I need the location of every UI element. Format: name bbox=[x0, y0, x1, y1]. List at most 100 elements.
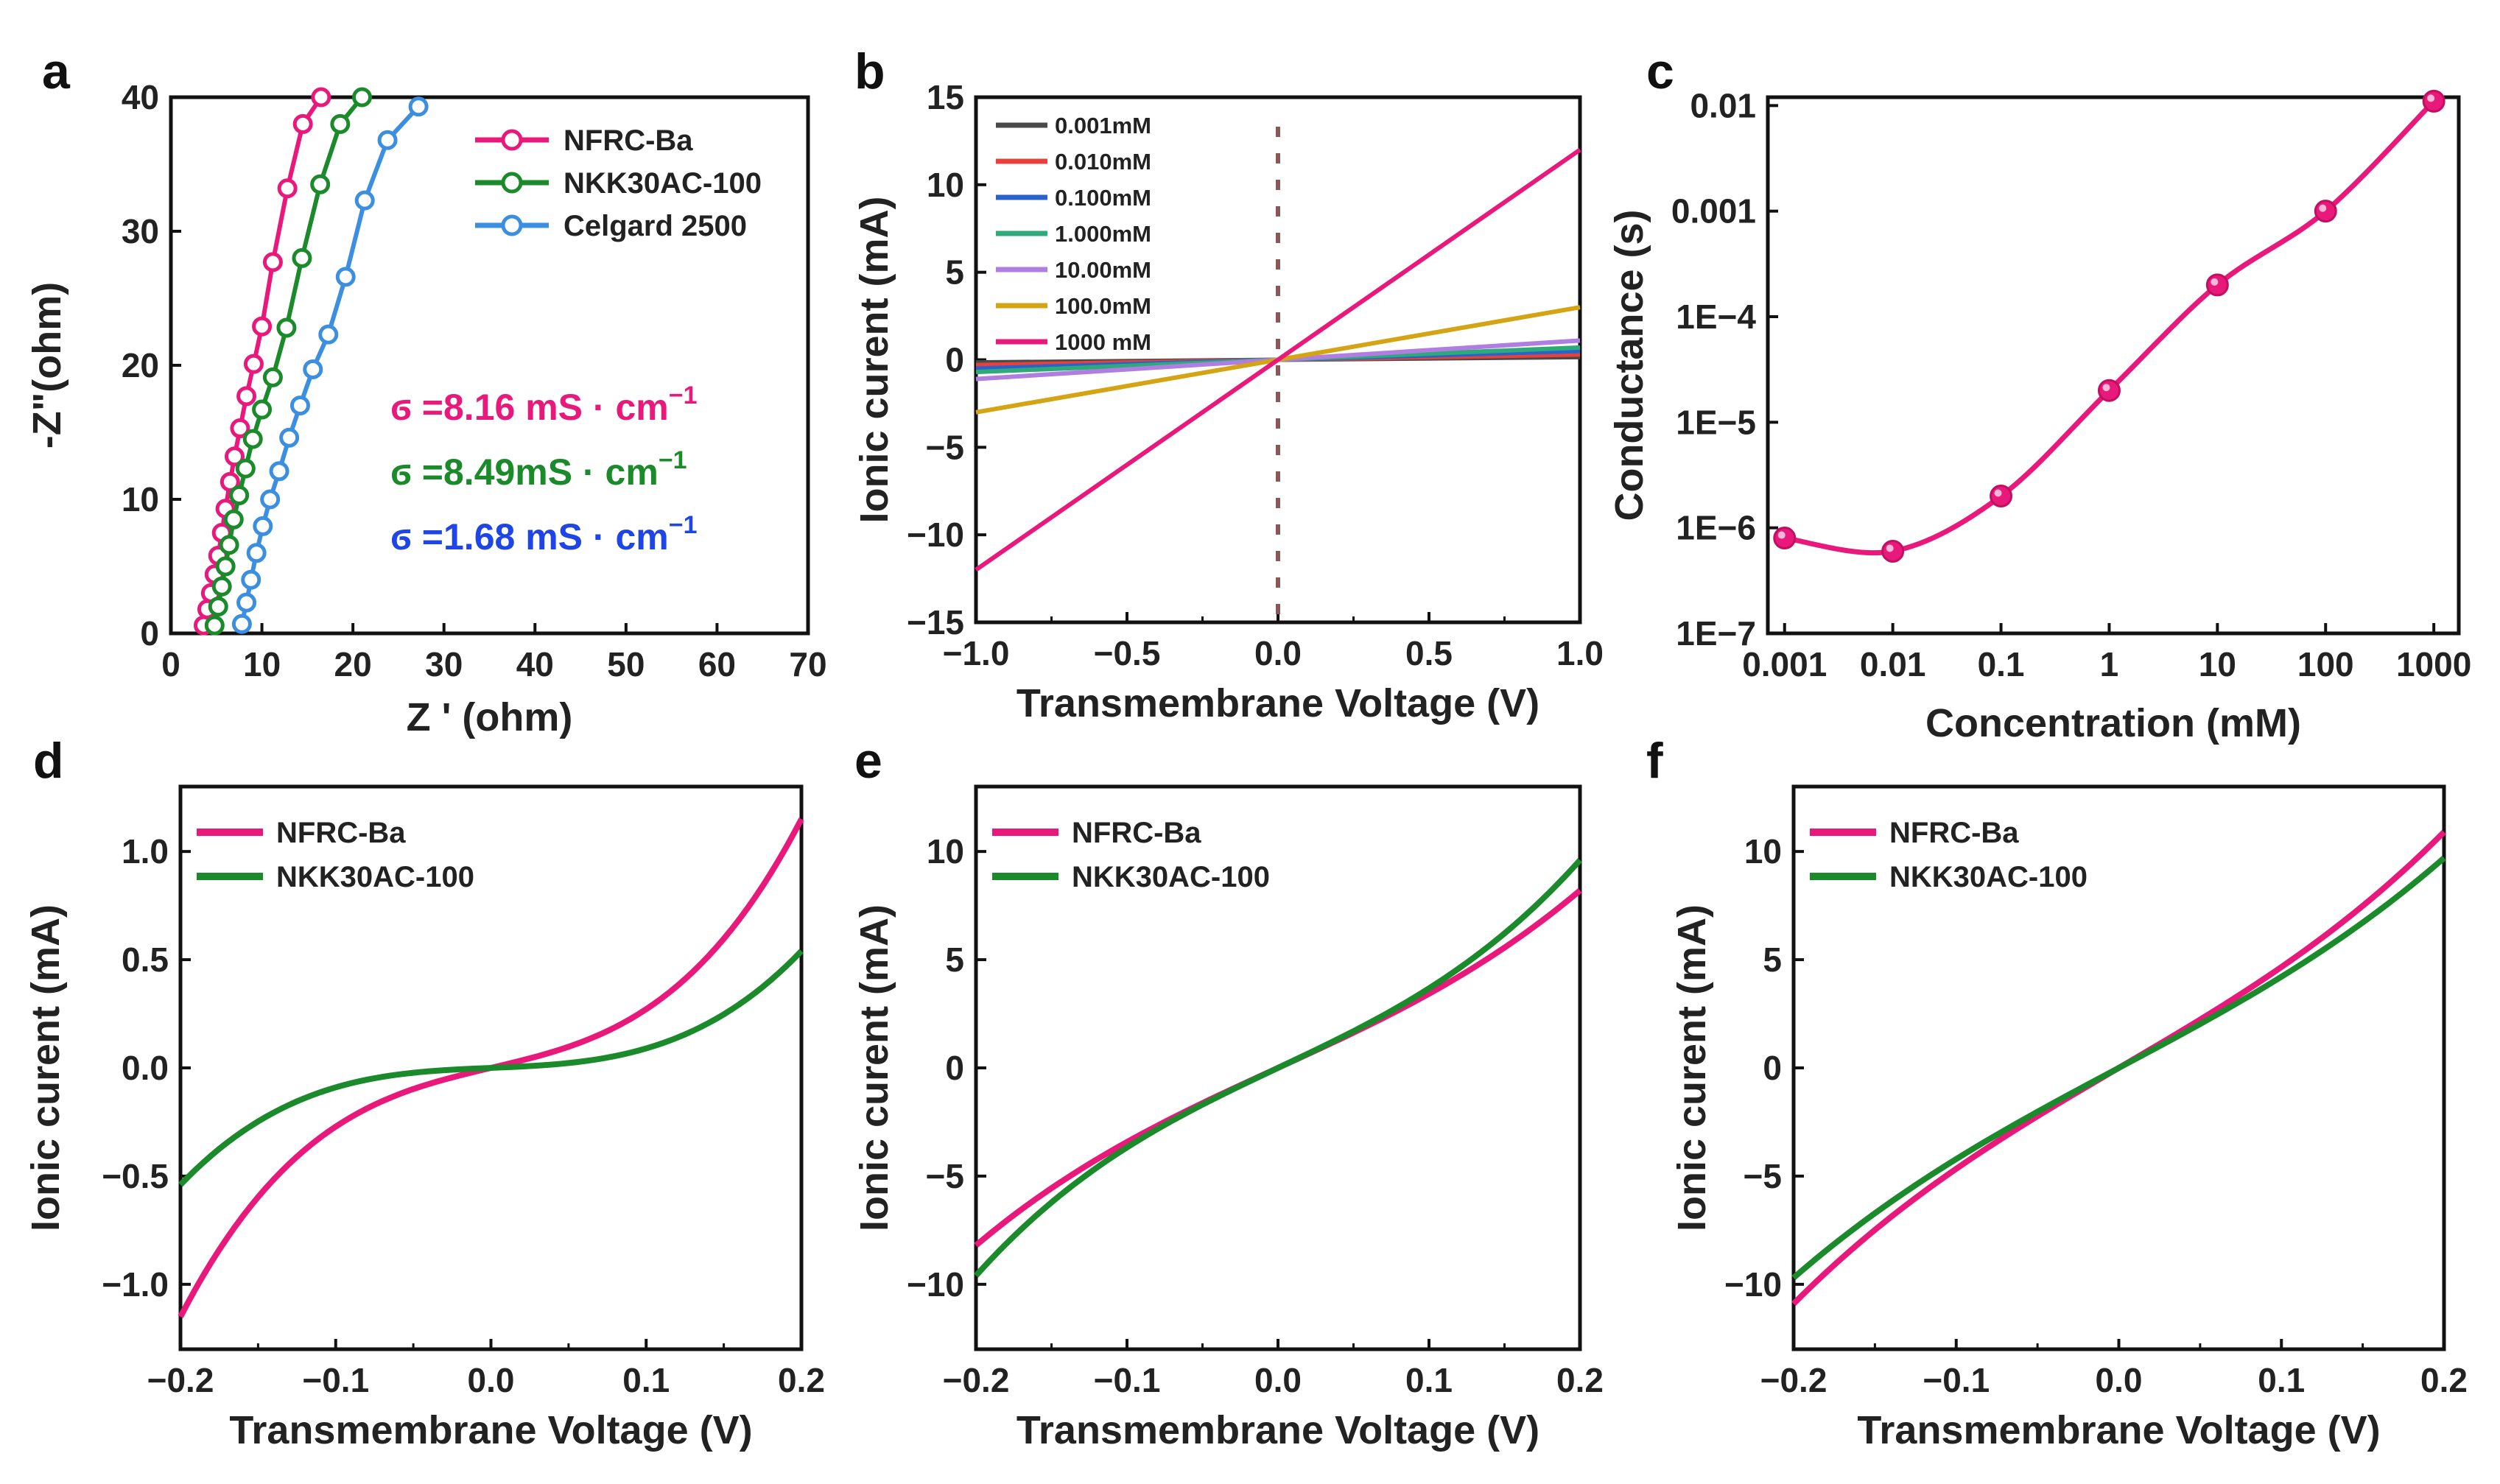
panel-c-xtick-label: 1000 bbox=[2396, 645, 2471, 683]
panel-b-ytick-label: 5 bbox=[945, 253, 964, 292]
panel-e-series-line bbox=[976, 860, 1580, 1276]
panel-d-legend-label: NFRC-Ba bbox=[276, 817, 406, 849]
panel-a-panel-letter: a bbox=[42, 43, 71, 99]
panel-a-ytick-label: 30 bbox=[122, 212, 159, 250]
panel-a-point bbox=[225, 511, 242, 527]
panel-a-xtick-label: 20 bbox=[334, 645, 372, 683]
panel-a-xtick-label: 30 bbox=[425, 645, 463, 683]
panel-a-point bbox=[354, 89, 371, 105]
panel-f-xtick-label: 0.0 bbox=[2096, 1361, 2143, 1399]
panel-a-point bbox=[294, 250, 310, 266]
panel-a-point bbox=[210, 599, 226, 615]
panel-a-point bbox=[264, 369, 281, 385]
panel-d-ylabel: Ionic curent (mA) bbox=[24, 904, 68, 1231]
panel-f-xtick-label: 0.1 bbox=[2258, 1361, 2305, 1399]
panel-e-legend-label: NFRC-Ba bbox=[1072, 817, 1201, 849]
panel-d-xtick-label: −0.2 bbox=[147, 1361, 214, 1399]
panel-b-legend-label: 100.0mM bbox=[1055, 293, 1151, 319]
panel-b-legend-label: 0.010mM bbox=[1055, 149, 1151, 175]
panel-c-ytick-label: 1E−5 bbox=[1676, 403, 1756, 441]
panel-d-panel-letter: d bbox=[33, 733, 64, 789]
panel-c-xtick-label: 100 bbox=[2297, 645, 2354, 683]
panel-c-xtick-label: 0.1 bbox=[1978, 645, 2025, 683]
panel-a-point bbox=[262, 491, 278, 507]
panel-a-xtick-label: 40 bbox=[516, 645, 554, 683]
annotation-main: ϭ =8.49mS · cm bbox=[390, 451, 659, 493]
panel-d-xtick-label: −0.1 bbox=[302, 1361, 369, 1399]
panel-b-legend-label: 10.00mM bbox=[1055, 257, 1151, 283]
panel-a-annotation: ϭ =1.68 mS · cm−1 bbox=[390, 511, 697, 558]
annotation-main: ϭ =8.16 mS · cm bbox=[390, 387, 669, 428]
panel-c-point bbox=[2423, 91, 2444, 111]
panel-d-xtick-label: 0.2 bbox=[778, 1361, 825, 1399]
panel-b-panel-letter: b bbox=[854, 43, 885, 99]
panel-d-legend-label: NKK30AC-100 bbox=[276, 861, 474, 893]
panel-d-ytick-label: 0.0 bbox=[122, 1049, 169, 1087]
panel-a-point bbox=[332, 116, 348, 132]
panel-c-ytick-label: 1E−4 bbox=[1676, 298, 1756, 336]
panel-a-legend-marker bbox=[503, 174, 521, 191]
panel-e-ytick-label: 5 bbox=[945, 940, 964, 979]
panel-f-xtick-label: 0.2 bbox=[2420, 1361, 2468, 1399]
panel-a-ylabel: -Z"(ohm) bbox=[25, 282, 69, 449]
panel-a-ytick-label: 20 bbox=[122, 346, 159, 384]
panel-a-point bbox=[243, 572, 259, 588]
panel-c-point-highlight bbox=[1995, 490, 2002, 497]
panel-d-xlabel: Transmembrane Voltage (V) bbox=[229, 1408, 752, 1452]
panel-e-ylabel: Ionic curent (mA) bbox=[852, 904, 896, 1231]
panel-f-ytick-label: −5 bbox=[1744, 1157, 1782, 1195]
panel-d-series-line bbox=[180, 951, 801, 1184]
panel-a-annotation: ϭ =8.16 mS · cm−1 bbox=[390, 381, 697, 428]
panel-d-xtick-label: 0.0 bbox=[468, 1361, 515, 1399]
panel-c-ytick-label: 1E−6 bbox=[1676, 509, 1756, 547]
panel-c-point bbox=[1883, 541, 1903, 561]
panel-d-ytick-label: 0.5 bbox=[122, 940, 169, 979]
panel-b-legend-label: 1000 mM bbox=[1055, 329, 1151, 355]
panel-c-point-highlight bbox=[2211, 278, 2218, 286]
panel-a-point bbox=[313, 89, 329, 105]
panel-d-ytick-label: 1.0 bbox=[122, 832, 169, 871]
panel-d-ytick-label: −1.0 bbox=[102, 1265, 169, 1304]
panel-f-ytick-label: 10 bbox=[1744, 832, 1782, 871]
panel-c-xtick-label: 0.01 bbox=[1860, 645, 1926, 683]
panel-c-point bbox=[1991, 486, 2012, 507]
panel-b-ytick-label: −5 bbox=[926, 428, 964, 466]
panel-f-ylabel: Ionic curent (mA) bbox=[1670, 904, 1714, 1231]
panel-c-xlabel: Concentration (mM) bbox=[1925, 701, 2301, 745]
panel-e-panel-letter: e bbox=[854, 733, 882, 789]
panel-a-point bbox=[278, 320, 295, 336]
panel-a-point bbox=[320, 326, 337, 342]
panel-b-legend-label: 0.100mM bbox=[1055, 185, 1151, 211]
panel-a-point bbox=[264, 254, 281, 270]
panel-e-ytick-label: 0 bbox=[945, 1049, 964, 1087]
panel-a-point bbox=[337, 269, 354, 285]
panel-a-legend-marker bbox=[503, 131, 521, 149]
panel-e-ytick-label: −10 bbox=[907, 1265, 964, 1304]
panel-a-point bbox=[239, 388, 255, 404]
panel-c-point-highlight bbox=[2319, 205, 2326, 212]
panel-c-point bbox=[2207, 275, 2227, 295]
panel-a-point bbox=[305, 361, 321, 377]
panel-a-point bbox=[281, 429, 298, 446]
panel-f-legend-label: NKK30AC-100 bbox=[1889, 861, 2088, 893]
panel-a-point bbox=[217, 558, 234, 574]
panel-a-ytick-label: 0 bbox=[140, 614, 159, 653]
panel-a-point bbox=[255, 518, 271, 534]
panel-f-xlabel: Transmembrane Voltage (V) bbox=[1857, 1408, 2380, 1452]
panel-a-xtick-label: 50 bbox=[607, 645, 645, 683]
panel-f-legend-label: NFRC-Ba bbox=[1889, 817, 2019, 849]
panel-a-point bbox=[221, 537, 237, 553]
panel-c-point-highlight bbox=[1778, 532, 1786, 539]
panel-a-point bbox=[254, 401, 270, 418]
annotation-sup: −1 bbox=[659, 446, 687, 474]
figure: 0 10 20 30 40 50 60 70010203040Z ' (ohm)-Z"(ohm… bbox=[0, 0, 2500, 1484]
panel-b-ylabel: Ionic curent (mA) bbox=[852, 196, 896, 523]
panel-a-xtick-label: 60 bbox=[698, 645, 736, 683]
panel-a-point bbox=[248, 545, 264, 561]
panel-b-ytick-label: −15 bbox=[907, 603, 964, 641]
panel-a-legend-marker bbox=[503, 217, 521, 234]
panel-d-xtick-label: 0.1 bbox=[622, 1361, 670, 1399]
panel-a-point bbox=[254, 318, 270, 334]
panel-a-legend-label: Celgard 2500 bbox=[563, 210, 747, 242]
panel-c-point bbox=[2099, 380, 2119, 401]
